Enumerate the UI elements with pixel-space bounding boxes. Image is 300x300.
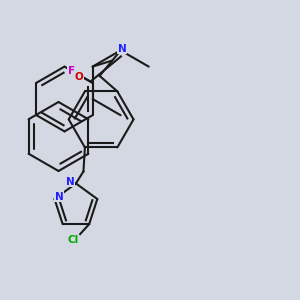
Text: N: N — [66, 177, 75, 187]
Text: N: N — [55, 192, 64, 202]
Text: F: F — [68, 66, 75, 76]
Text: O: O — [74, 72, 83, 82]
Text: N: N — [118, 44, 127, 54]
Text: Cl: Cl — [67, 235, 78, 245]
